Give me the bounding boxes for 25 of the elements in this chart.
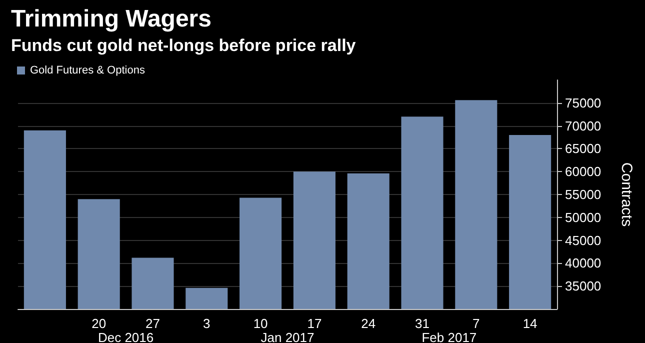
x-tick-label: 27: [146, 316, 160, 331]
y-tick-label: 45000: [565, 232, 602, 248]
x-tick-label: 20: [92, 316, 106, 331]
legend-label: Gold Futures & Options: [30, 64, 146, 76]
chart-title: Trimming Wagers: [11, 6, 212, 32]
y-tick-label: 35000: [565, 278, 602, 294]
y-tick-label: 60000: [565, 164, 602, 180]
y-tick-label: 55000: [565, 187, 602, 202]
chart-subtitle: Funds cut gold net-longs before price rally: [11, 36, 356, 55]
x-tick-label: 3: [203, 316, 210, 331]
y-axis-title: Contracts: [618, 162, 635, 227]
x-tick-label: 24: [361, 316, 376, 331]
text: Feb 2017: [422, 330, 477, 343]
text: Jan 2017: [260, 330, 314, 343]
x-tick-label: 31: [415, 316, 430, 331]
y-tick-label: 65000: [565, 141, 602, 156]
y-tick-label: 50000: [565, 210, 602, 225]
x-tick-label: 7: [472, 316, 480, 331]
y-tick-label: 70000: [565, 118, 602, 134]
x-tick-label: 17: [307, 316, 322, 331]
x-tick-label: 14: [522, 316, 538, 331]
x-tick-label: 10: [253, 316, 268, 331]
y-tick-label: 40000: [565, 256, 602, 271]
text: Dec 2016: [98, 330, 154, 343]
y-tick-label: 75000: [565, 95, 602, 110]
